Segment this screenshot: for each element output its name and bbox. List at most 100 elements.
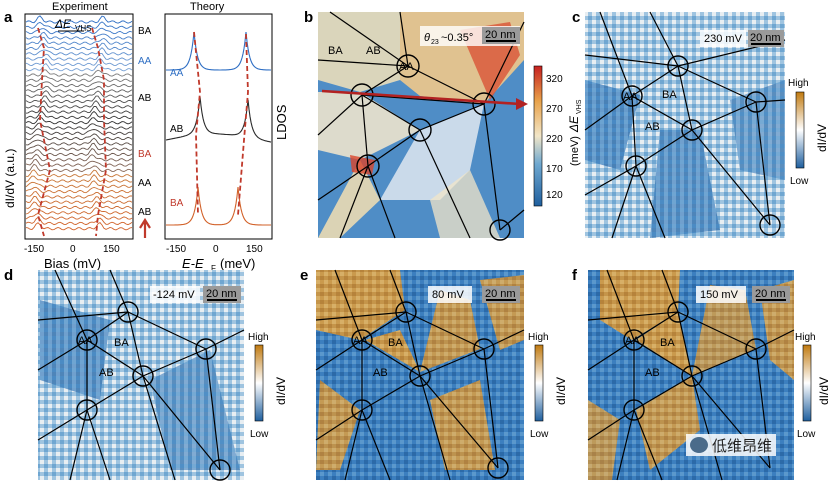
experiment-trace (25, 180, 133, 188)
panel-d-cb-low: Low (250, 429, 269, 440)
experiment-trace (25, 85, 133, 93)
experiment-trace (25, 186, 133, 194)
panel-e-domain-ab: AB (373, 367, 388, 379)
cb-unit: (meV) (569, 136, 581, 166)
panel-c: c AA B (572, 9, 829, 239)
experiment-trace (25, 163, 133, 173)
theta-symbol: θ (424, 32, 430, 44)
panel-d-scalebar: 20 nm (206, 288, 237, 300)
stack-label-aa-2: AA (138, 178, 152, 189)
experiment-trace (25, 207, 133, 215)
experiment-trace (25, 31, 133, 40)
panel-f-cb-high: High (795, 332, 816, 343)
panel-b-colorbar (533, 65, 543, 207)
panel-a-label: a (4, 9, 13, 26)
experiment-trace (25, 195, 133, 204)
experiment-trace (25, 200, 133, 210)
cb-tick-320: 320 (546, 74, 563, 85)
experiment-trace (25, 222, 133, 231)
experiment-trace (25, 169, 133, 178)
panel-a: a Experiment Theory ΔE VHS dI/dV (a.u.) … (3, 1, 289, 273)
theory-xlabel-unit: (meV) (220, 256, 255, 271)
experiment-trace (25, 21, 133, 29)
experiment-trace (25, 27, 133, 35)
experiment-trace (25, 174, 133, 183)
theory-label-aa: AA (170, 68, 184, 79)
theory-traces (165, 31, 272, 226)
stack-label-ab-1: AB (138, 93, 152, 104)
panel-d-label: d (4, 267, 13, 284)
panel-b-site (356, 154, 380, 178)
linecut-arrow (321, 89, 521, 106)
theory-xlabel: E-E (182, 256, 204, 271)
theory-tick-neg150: -150 (166, 244, 186, 255)
experiment-trace (25, 69, 133, 77)
experiment-trace (25, 142, 133, 151)
panel-b-site (489, 219, 511, 241)
panel-c-domain-ab: AB (645, 121, 660, 133)
panel-b: b (304, 9, 583, 241)
experiment-trace (25, 153, 133, 162)
watermark-text: 低维昂维 (712, 436, 773, 455)
panel-d-cb-title: dI/dV (274, 377, 288, 405)
experiment-trace (25, 122, 133, 130)
experiment-trace (25, 75, 133, 82)
cb-tick-120: 120 (546, 190, 563, 201)
panel-d-domain-ba: BA (114, 337, 129, 349)
exp-tick-150: 150 (103, 244, 120, 255)
stack-label-ba-2: BA (138, 149, 152, 160)
delta-sub: VHS (75, 24, 91, 33)
vhs-guide-left (37, 27, 51, 237)
experiment-title: Experiment (52, 1, 108, 13)
panel-f-bias: 150 mV (700, 289, 739, 301)
panel-f-domain-ba: BA (660, 337, 675, 349)
stack-label-ab-2: AB (138, 207, 152, 218)
cb-title-sub: VHS (576, 99, 583, 114)
panel-f-label: f (572, 267, 578, 284)
panel-e-domain-ba: BA (388, 337, 403, 349)
theory-tick-0: 0 (213, 244, 219, 255)
panel-d-cb-high: High (248, 332, 269, 343)
panel-d-domain-ab: AB (99, 367, 114, 379)
exp-tick-0: 0 (70, 244, 76, 255)
cb-tick-270: 270 (546, 104, 563, 115)
experiment-trace (25, 47, 133, 56)
panel-d-colorbar (254, 344, 264, 422)
panel-e-bias: 80 mV (432, 289, 464, 301)
theory-frame (164, 13, 273, 240)
panel-e-cb-high: High (528, 332, 549, 343)
exp-tick-neg150: -150 (24, 244, 44, 255)
panel-b-label: b (304, 9, 313, 26)
panel-c-scalebar: 20 nm (750, 32, 781, 44)
watermark: 低维昂维 (686, 434, 777, 456)
panel-d: d AA BA (4, 267, 288, 481)
theory-trace (166, 186, 271, 226)
panel-b-scalebar: 20 nm (485, 29, 516, 41)
panel-e-scalebar: 20 nm (485, 288, 516, 300)
experiment-trace (25, 42, 133, 51)
experiment-trace (25, 36, 133, 45)
panel-c-cb-high: High (788, 78, 809, 89)
domain-label-ba: BA (328, 45, 343, 57)
vhs-guide-right (91, 27, 107, 237)
cb-title: ΔE (567, 115, 581, 133)
scan-direction-arrow (139, 217, 151, 238)
experiment-trace (25, 213, 133, 220)
theory-trace (166, 31, 271, 71)
stack-label-aa-1: AA (138, 56, 152, 67)
panel-b-site (472, 92, 496, 116)
theory-label-ab: AB (170, 124, 184, 135)
panel-e-colorbar (534, 344, 544, 422)
experiment-xlabel: Bias (mV) (44, 256, 101, 271)
wechat-logo-icon (690, 437, 708, 453)
theory-ylabel: LDOS (274, 104, 289, 140)
experiment-trace (25, 99, 133, 109)
panel-c-domain-ba: BA (662, 89, 677, 101)
panel-b-scalebar-box (482, 27, 520, 44)
experiment-ylabel: dI/dV (a.u.) (3, 149, 17, 208)
theory-xlabel-sub: F (211, 264, 216, 273)
delta-label: ΔE (54, 17, 72, 31)
panel-e-cb-title: dI/dV (554, 377, 568, 405)
panel-d-domain-aa: AA (78, 335, 93, 347)
experiment-trace (25, 63, 133, 72)
